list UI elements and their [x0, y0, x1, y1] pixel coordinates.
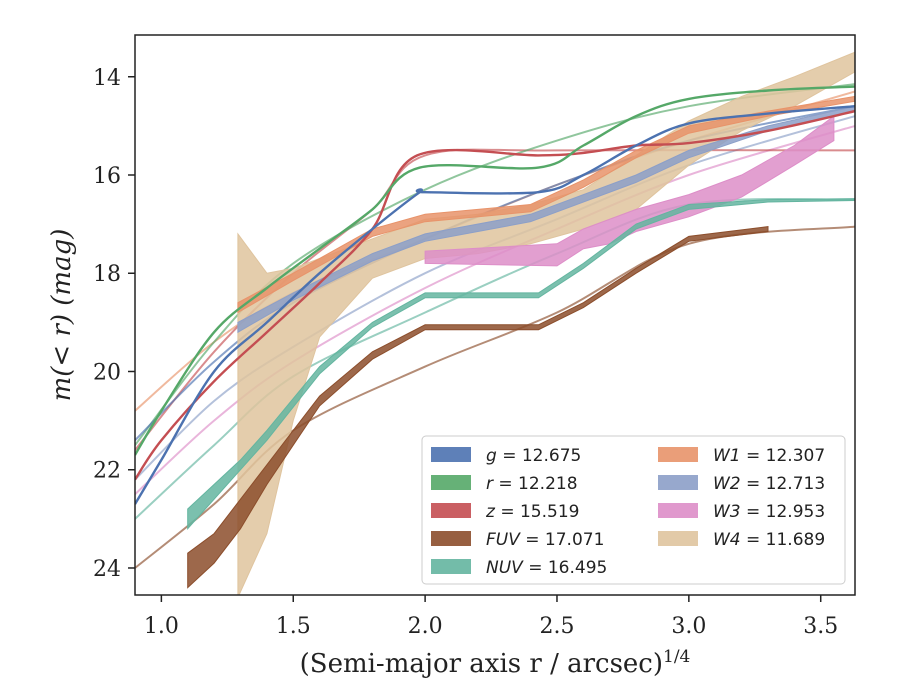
- y-tick-label: 22: [93, 459, 121, 484]
- x-axis-label: (Semi-major axis r / arcsec)1/4: [300, 647, 691, 679]
- legend-swatch-fuv: [431, 531, 471, 546]
- legend-swatch-w4: [658, 531, 698, 546]
- y-tick-label: 20: [93, 360, 121, 385]
- legend-swatch-nuv: [431, 559, 471, 574]
- x-tick-label: 3.5: [803, 614, 838, 639]
- series-band-w1: [237, 95, 855, 314]
- plot-frame: [134, 34, 856, 596]
- series-band-w3: [424, 115, 835, 267]
- legend-label-g: g = 12.675: [486, 446, 581, 466]
- series-band-nuv: [187, 198, 855, 531]
- x-axis: 1.0 1.5 2.0 2.5 3.0 3.5: [144, 595, 838, 639]
- x-tick-label: 1.0: [144, 614, 179, 639]
- legend-label-w2: W2 = 12.713: [713, 474, 825, 494]
- legend-swatch-w3: [658, 503, 698, 518]
- y-tick-label: 18: [93, 262, 121, 287]
- y-tick-label: 14: [93, 66, 121, 91]
- legend-label-r: r = 12.218: [486, 474, 578, 494]
- series-profile-g: [135, 105, 855, 505]
- series-model-r: [135, 83, 855, 446]
- legend-swatch-w1: [658, 447, 698, 462]
- legend-label-w3: W3 = 12.953: [713, 502, 825, 522]
- y-tick-label: 16: [93, 164, 121, 189]
- series-band-w2: [237, 105, 855, 334]
- y-axis-label: m(< r) (mag): [47, 229, 77, 402]
- legend-label-w4: W4 = 11.689: [713, 530, 825, 550]
- plot-area: [135, 51, 855, 595]
- y-axis: 14 16 18 20 22 24: [93, 66, 135, 582]
- series-profile-r: [135, 85, 855, 456]
- legend-swatch-g: [431, 447, 471, 462]
- legend-label-fuv: FUV = 17.071: [486, 530, 604, 550]
- series-model-fuv: [135, 225, 855, 569]
- legend: g = 12.675 r = 12.218 z = 15.519 FUV = 17.0…: [421, 435, 846, 585]
- legend-swatch-w2: [658, 475, 698, 490]
- legend-label-w1: W1 = 12.307: [713, 446, 825, 466]
- legend-box: [421, 435, 846, 585]
- series-model-w3: [135, 124, 855, 496]
- series-model-w2: [135, 115, 855, 481]
- x-tick-label: 2.5: [539, 614, 574, 639]
- legend-label-nuv: NUV = 16.495: [486, 558, 607, 578]
- legend-label-z: z = 15.519: [485, 502, 579, 522]
- series-profile-z: [135, 109, 855, 481]
- y-tick-label: 24: [93, 557, 121, 582]
- x-tick-label: 3.0: [671, 614, 706, 639]
- legend-swatch-z: [431, 503, 471, 518]
- x-tick-label: 1.5: [276, 614, 311, 639]
- legend-swatch-r: [431, 475, 471, 490]
- x-axis-label-sup: 1/4: [663, 647, 690, 667]
- x-tick-label: 2.0: [408, 614, 443, 639]
- series-band-fuv: [187, 226, 769, 589]
